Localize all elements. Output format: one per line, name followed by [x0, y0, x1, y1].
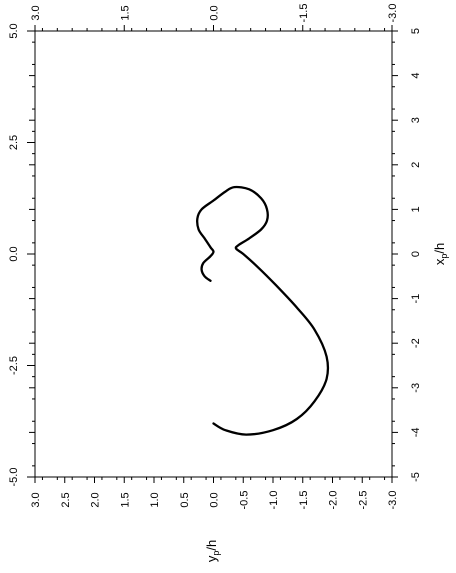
y-tick-label: -0.5 [238, 491, 250, 510]
x-axis-title-sub: p [439, 254, 449, 259]
x-outer-tick-label: 0.0 [8, 246, 20, 261]
ticks-layer [27, 25, 398, 483]
svg-text:xp/h: xp/h [432, 243, 449, 265]
y-tick-label: 2.5 [60, 492, 72, 507]
x-axis-title-main: x [432, 258, 447, 265]
y-axis-title-suffix: /h [204, 540, 219, 551]
x-axis-title: xp/h [432, 243, 449, 265]
y-tick-label: 0.5 [179, 492, 191, 507]
x-axis-title-suffix: /h [432, 243, 447, 254]
svg-text:yp/h: yp/h [204, 540, 221, 562]
x-tick-label: -4 [410, 428, 422, 438]
x-outer-tick-label: 5.0 [8, 23, 20, 38]
x-tick-label: -3 [410, 383, 422, 393]
y-tick-label: -1.0 [268, 491, 280, 510]
y-top-tick-label: -3.0 [387, 4, 399, 23]
trajectory-line [196, 185, 330, 436]
y-tick-label: -2.5 [357, 491, 369, 510]
y-axis-title-sub: p [211, 551, 221, 556]
labels-layer: -5 -4 -3 -2 -1 0 1 2 3 4 5 -5.0 -2.5 0.0 2.5 5.0 3.0 2.5 2… [8, 4, 422, 510]
y-tick-label: 3.0 [30, 492, 42, 507]
y-tick-label: 1.0 [149, 492, 161, 507]
x-tick-label: 2 [410, 162, 422, 168]
y-tick-label: -1.5 [298, 491, 310, 510]
y-top-tick-label: 1.5 [119, 5, 131, 20]
x-tick-label: 4 [410, 73, 422, 79]
y-axis-title-main: y [204, 555, 219, 562]
y-top-tick-label: -1.5 [298, 4, 310, 23]
x-tick-label: -2 [410, 338, 422, 348]
x-tick-label: 5 [410, 28, 422, 34]
x-outer-tick-label: 2.5 [8, 135, 20, 150]
x-outer-tick-label: -2.5 [8, 356, 20, 375]
y-tick-label: 2.0 [90, 492, 102, 507]
y-axis-title: yp/h [204, 540, 221, 562]
y-tick-label: 1.5 [119, 492, 131, 507]
x-tick-label: 0 [410, 251, 422, 257]
x-tick-label: 1 [410, 206, 422, 212]
y-top-tick-label: 3.0 [30, 5, 42, 20]
x-outer-tick-label: -5.0 [8, 468, 20, 487]
y-top-tick-label: 0.0 [209, 5, 221, 20]
x-tick-label: -5 [410, 472, 422, 482]
y-tick-label: -2.0 [328, 491, 340, 510]
x-tick-label: 3 [410, 117, 422, 123]
y-tick-label: 0.0 [209, 492, 221, 507]
y-tick-label: -3.0 [387, 491, 399, 510]
x-tick-label: -1 [410, 294, 422, 304]
